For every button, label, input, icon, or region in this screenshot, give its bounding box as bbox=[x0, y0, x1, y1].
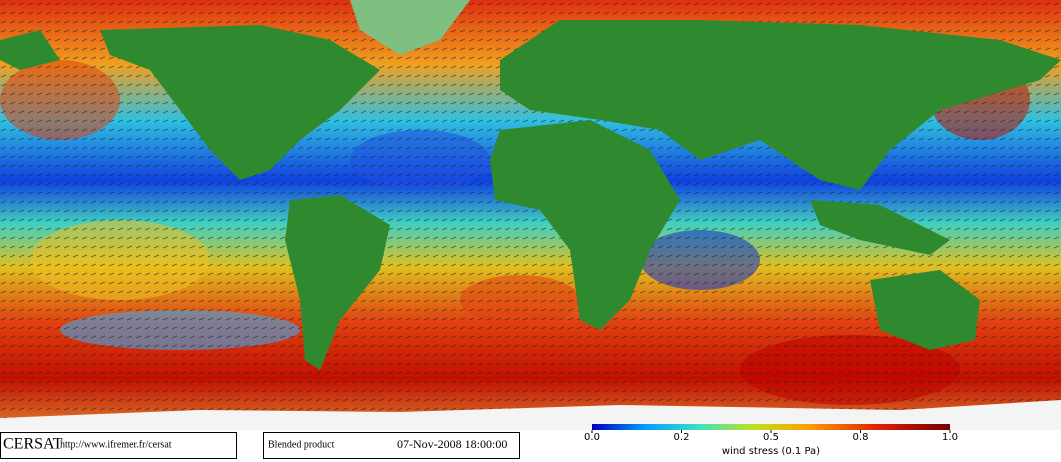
timestamp: 07-Nov-2008 18:00:00 bbox=[397, 437, 507, 451]
colorbar-tick-label: 0.0 bbox=[584, 432, 600, 443]
url: http://www.ifremer.fr/cersat bbox=[60, 439, 172, 450]
colorbar bbox=[592, 424, 950, 430]
colorbar-tick-label: 1.0 bbox=[942, 432, 958, 443]
colorbar-label: wind stress (0.1 Pa) bbox=[722, 446, 820, 457]
colorbar-tick-label: 0.2 bbox=[674, 432, 690, 443]
colorbar-tick-label: 0.8 bbox=[853, 432, 869, 443]
colorbar-tick-label: 0.5 bbox=[763, 432, 779, 443]
credit-box bbox=[0, 432, 237, 459]
product: Blended product bbox=[268, 439, 335, 450]
continents bbox=[0, 0, 1061, 370]
product-box bbox=[263, 432, 520, 459]
logo: CERSAT bbox=[3, 436, 63, 453]
antarctica bbox=[0, 400, 1061, 430]
colorbar-ticks: 0.0 0.2 0.5 0.8 1.0 bbox=[584, 430, 958, 443]
